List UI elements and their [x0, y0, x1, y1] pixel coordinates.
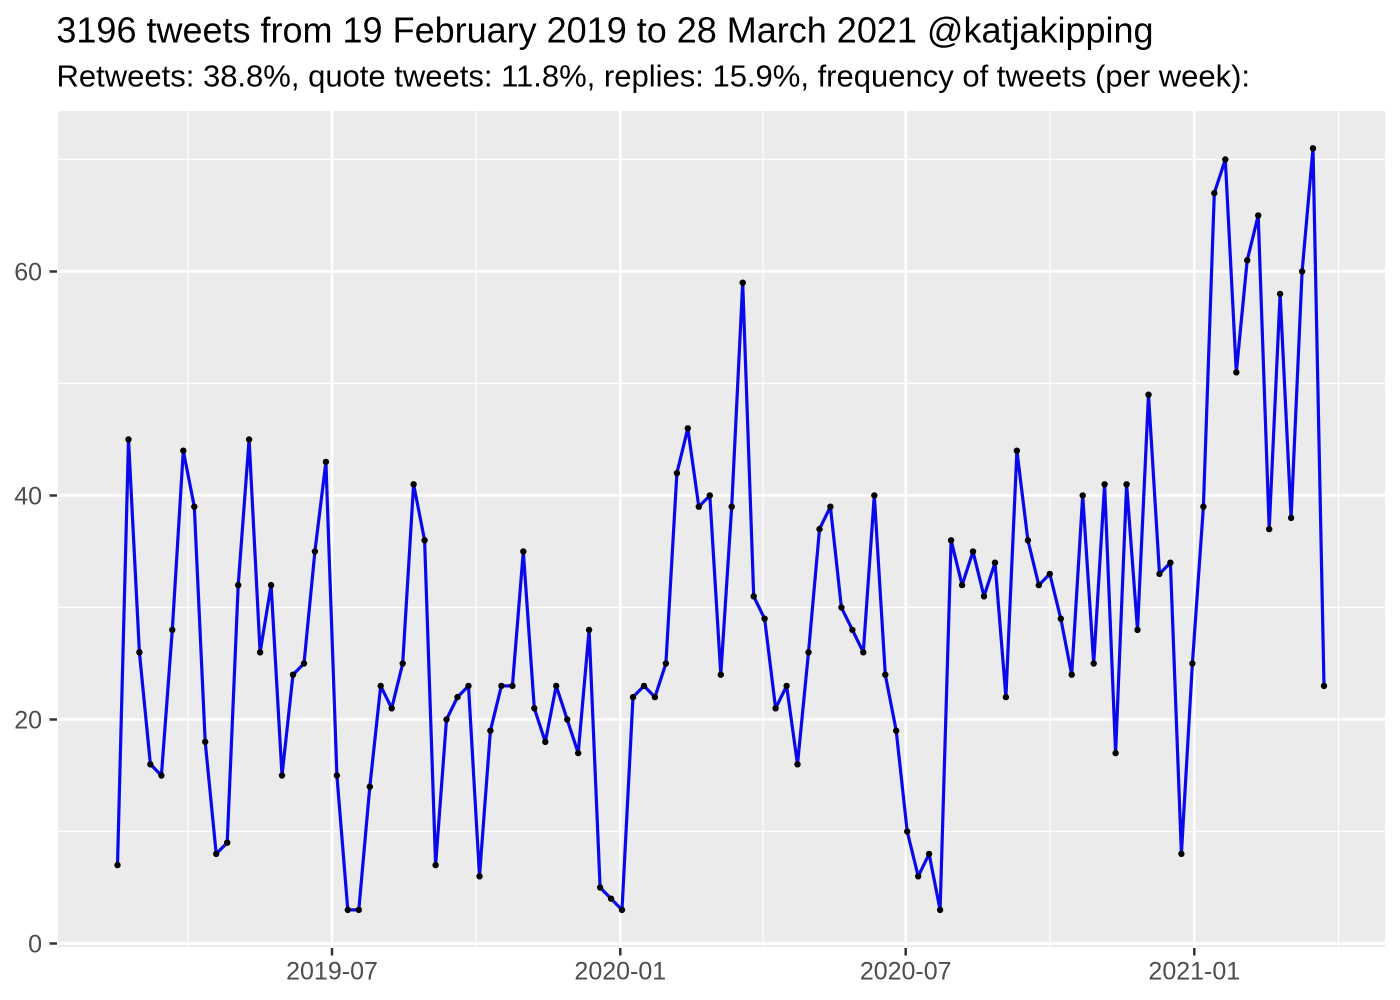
svg-text:0: 0	[28, 930, 42, 958]
svg-text:2020-07: 2020-07	[860, 957, 952, 985]
svg-text:3196 tweets from 19 February 2: 3196 tweets from 19 February 2019 to 28 …	[56, 9, 1153, 50]
svg-text:60: 60	[14, 258, 42, 286]
svg-text:Retweets: 38.8%, quote tweets:: Retweets: 38.8%, quote tweets: 11.8%, re…	[57, 59, 1251, 94]
svg-text:2019-07: 2019-07	[286, 957, 378, 985]
svg-text:20: 20	[14, 706, 42, 734]
svg-text:40: 40	[14, 482, 42, 510]
svg-text:2020-01: 2020-01	[574, 957, 666, 985]
svg-text:2021-01: 2021-01	[1148, 957, 1240, 985]
